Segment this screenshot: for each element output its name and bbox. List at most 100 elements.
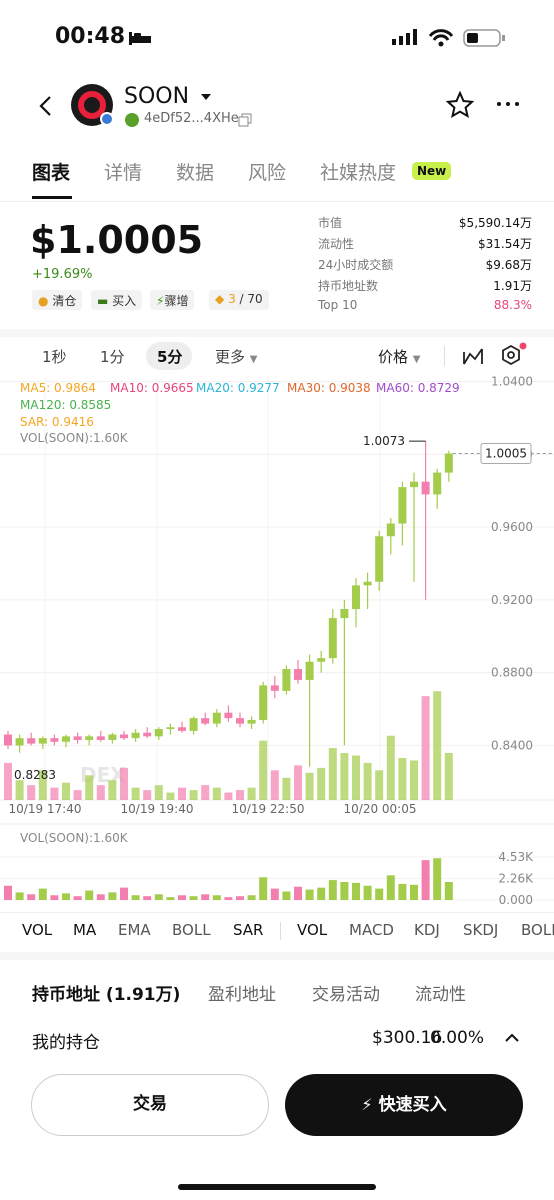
price-toggle[interactable]: 价格 ▼ [378, 348, 421, 366]
ma-legend: MA30: 0.9038 [287, 381, 371, 395]
interval[interactable]: 1分 [100, 348, 125, 366]
volume-overlay [212, 787, 221, 800]
tab[interactable]: 详情 [104, 162, 143, 184]
tab[interactable]: 数据 [176, 162, 215, 184]
bottom-tab[interactable]: 盈利地址 [208, 985, 276, 1005]
new-badge: New [412, 162, 452, 180]
dropdown-icon[interactable] [200, 92, 212, 102]
volume-overlay [27, 785, 36, 800]
volume-overlay [410, 760, 418, 800]
quick-buy-button[interactable]: ⚡ 快速买入 [285, 1074, 523, 1136]
ma-legend: MA10: 0.9665 [110, 381, 194, 395]
interval-more[interactable]: 更多 ▼ [215, 348, 258, 366]
tab[interactable]: 社媒热度 [320, 162, 397, 184]
volume-bar [259, 877, 268, 900]
indicator-tab[interactable]: MA [73, 921, 97, 939]
interval-more-text: 更多 [215, 348, 246, 366]
interval[interactable]: 1秒 [42, 348, 67, 366]
volume-bar [410, 884, 418, 900]
bottom-tab[interactable]: 交易活动 [312, 985, 380, 1005]
candle-body [410, 481, 418, 488]
indicator-tab[interactable]: MACD [349, 921, 394, 939]
indicator-tab[interactable]: VOL [297, 921, 328, 939]
candle-body [189, 718, 198, 731]
bed-icon [129, 32, 151, 45]
indicator-tab[interactable]: BOLL [521, 921, 554, 939]
volume-bar [421, 860, 430, 900]
volume-bar [375, 888, 384, 900]
volume-bar [236, 896, 244, 900]
interval-active[interactable]: 5分 [157, 348, 183, 366]
vol-tick-label: 0.000 [499, 893, 533, 907]
indicator-tab[interactable]: BOLL [172, 921, 211, 939]
volume-overlay [398, 757, 407, 800]
volume-overlay [224, 792, 233, 800]
indicator-tab[interactable]: KDJ [414, 921, 440, 939]
volume-bar [270, 888, 279, 900]
score: 3 [228, 292, 236, 306]
indicator-tab[interactable]: EMA [118, 921, 151, 939]
volume-overlay [317, 767, 326, 800]
bottom-tab-active[interactable]: 持币地址 (1.91万) [32, 985, 181, 1005]
stat-label: Top 10 [318, 298, 358, 312]
indicator-tab[interactable]: SKDJ [463, 921, 499, 939]
quick-buy-text: 快速买入 [378, 1095, 447, 1115]
divider [0, 912, 554, 913]
volume-overlay [96, 785, 105, 800]
volume-bar [189, 896, 198, 900]
y-tick-label: 0.9200 [491, 593, 533, 607]
volume-overlay [108, 780, 117, 800]
tab-active[interactable]: 图表 [32, 162, 71, 184]
trade-button[interactable]: 交易 [31, 1074, 269, 1136]
copy-icon[interactable] [238, 113, 252, 127]
candle-body [421, 481, 430, 495]
candle-body [50, 738, 59, 742]
candle-body [236, 718, 244, 724]
volume-overlay [38, 770, 47, 800]
chip[interactable]: ● 清仓 [32, 290, 83, 310]
volume-bar [282, 891, 291, 900]
home-indicator [178, 1184, 376, 1190]
vol-panel-label: VOL(SOON):1.60K [20, 831, 129, 845]
candle-body [340, 609, 349, 619]
volume-overlay [15, 780, 24, 800]
volume-bar [178, 895, 186, 900]
status-icons [392, 29, 505, 47]
volume-overlay [85, 775, 94, 800]
volume-bar [386, 875, 395, 900]
volume-bar [363, 885, 372, 900]
candle-body [4, 734, 12, 746]
candle-body [38, 738, 47, 744]
favorite-button[interactable] [446, 91, 474, 119]
chip[interactable]: ▬ 买入 [91, 290, 143, 310]
chip[interactable]: ⚡骤增 [150, 290, 195, 310]
chip[interactable]: ◆ 3 / 70 [209, 290, 269, 310]
vol-tick-label: 2.26K [498, 872, 534, 886]
indicator-tab[interactable]: VOL [22, 921, 53, 939]
trade-button-text: 交易 [133, 1094, 167, 1114]
volume-bar [38, 888, 47, 900]
more-button[interactable] [496, 100, 520, 108]
settings-button[interactable] [500, 342, 530, 368]
candle-body [317, 658, 326, 662]
indicator-button[interactable] [462, 346, 484, 366]
indicator-tab[interactable]: SAR [233, 921, 264, 939]
ma-legend: MA5: 0.9864 [20, 381, 96, 395]
candle-body [120, 734, 128, 739]
candle-body [166, 727, 175, 730]
chip-text: 骤增 [164, 294, 189, 308]
volume-overlay [236, 790, 244, 800]
tab[interactable]: 风险 [248, 162, 287, 184]
stat-value: 1.91万 [493, 279, 532, 293]
token-logo [71, 84, 114, 126]
volume-bar [340, 881, 349, 900]
divider [0, 201, 554, 202]
stat-value: 88.3% [493, 298, 532, 312]
stat-value: $5,590.14万 [458, 216, 532, 230]
candle-body [352, 585, 360, 610]
volume-overlay [189, 790, 198, 800]
back-button[interactable] [36, 94, 56, 118]
bottom-tab[interactable]: 流动性 [415, 985, 466, 1005]
volume-overlay [305, 772, 314, 800]
collapse-icon[interactable] [504, 1032, 520, 1044]
